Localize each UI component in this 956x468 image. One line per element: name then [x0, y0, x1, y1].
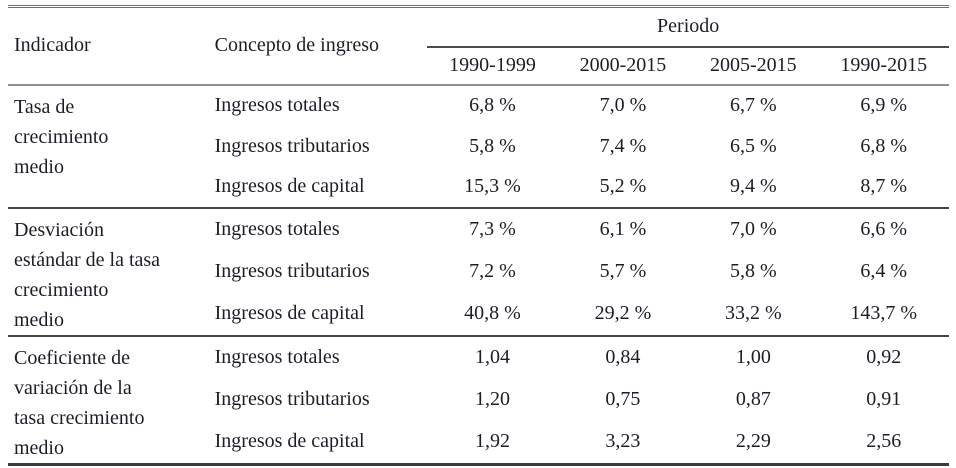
value-cell: 8,7 % — [860, 175, 908, 197]
group-coeficiente-variacion: Coeficiente de variación de la tasa crec… — [8, 335, 949, 465]
indicator-cell: Coeficiente de variación de la tasa crec… — [14, 346, 145, 459]
value-cell: 1,92 — [475, 430, 511, 453]
value-cell: 5,8 % — [729, 259, 777, 282]
value-cell: 15,3 % — [464, 175, 521, 197]
column-header-concepto: Concepto de ingreso — [214, 34, 380, 57]
value-cell: 5,7 % — [599, 259, 647, 282]
value-cell: 7,0 % — [599, 94, 647, 116]
value-cell: 5,8 % — [469, 134, 516, 157]
value-cell: 6,7 % — [729, 94, 777, 116]
value-cell: 5,2 % — [599, 175, 647, 197]
value-cell: 1,00 — [735, 345, 771, 368]
value-cell: 6,9 % — [860, 94, 908, 116]
value-cell: 2,29 — [735, 430, 771, 453]
value-cell: 0,75 — [605, 388, 641, 411]
concept-cell: Ingresos de capital — [214, 175, 365, 197]
table-row: Ingresos tributarios 1,20 0,75 0,87 0,91 — [8, 378, 949, 421]
table-row: Tasa de crecimiento medio Ingresos total… — [8, 85, 949, 178]
group-tasa-crecimiento-medio: Tasa de crecimiento medio Ingresos total… — [8, 84, 949, 208]
column-header-indicador: Indicador — [14, 34, 91, 57]
period-header-1990-2015: 1990-2015 — [840, 54, 928, 76]
value-cell: 0,92 — [866, 345, 902, 368]
table-row: Ingresos de capital 1,92 3,23 2,29 2,56 — [8, 421, 949, 464]
period-header-2005-2015: 2005-2015 — [709, 54, 797, 76]
value-cell: 7,4 % — [599, 134, 647, 157]
table-row: Ingresos de capital 40,8 % 29,2 % 33,2 %… — [8, 293, 949, 336]
concept-cell: Ingresos de capital — [214, 302, 365, 325]
indicator-cell: Tasa de crecimiento medio — [14, 95, 109, 178]
column-header-periodo: Periodo — [427, 6, 949, 48]
concept-cell: Ingresos tributarios — [214, 259, 370, 282]
value-cell: 7,3 % — [469, 217, 516, 240]
concept-cell: Ingresos de capital — [214, 430, 365, 453]
value-cell: 0,84 — [605, 345, 641, 368]
value-cell: 0,91 — [866, 388, 902, 411]
value-cell: 7,2 % — [469, 259, 516, 282]
concept-cell: Ingresos tributarios — [214, 388, 370, 411]
table-row: Ingresos tributarios 5,8 % 7,4 % 6,5 % 6… — [8, 126, 949, 167]
value-cell: 40,8 % — [464, 302, 521, 325]
table-row: Ingresos de capital 15,3 % 5,2 % 9,4 % 8… — [8, 167, 949, 208]
value-cell: 3,23 — [605, 430, 641, 453]
value-cell: 6,1 % — [599, 217, 647, 240]
value-cell: 6,5 % — [729, 134, 777, 157]
value-cell: 6,4 % — [860, 259, 908, 282]
period-header-1990-1999: 1990-1999 — [449, 54, 536, 76]
value-cell: 2,56 — [866, 430, 902, 453]
value-cell: 33,2 % — [724, 302, 782, 325]
period-header-2000-2015: 2000-2015 — [579, 54, 667, 76]
value-cell: 1,04 — [475, 345, 511, 368]
concept-cell: Ingresos totales — [214, 94, 340, 116]
value-cell: 6,8 % — [860, 134, 908, 157]
concept-cell: Ingresos totales — [214, 345, 340, 368]
indicator-cell: Desviación estándar de la tasa crecimien… — [14, 218, 161, 331]
value-cell: 6,6 % — [860, 217, 908, 240]
table-row: Coeficiente de variación de la tasa crec… — [8, 336, 949, 459]
value-cell: 0,87 — [735, 388, 771, 411]
concept-cell: Ingresos totales — [214, 217, 340, 240]
value-cell: 1,20 — [475, 388, 511, 411]
value-cell: 29,2 % — [594, 302, 652, 325]
income-statistics-table: Indicador Concepto de ingreso Periodo 19… — [8, 5, 949, 466]
value-cell: 6,8 % — [469, 94, 516, 116]
value-cell: 7,0 % — [729, 217, 777, 240]
value-cell: 9,4 % — [729, 175, 777, 197]
table-row: Desviación estándar de la tasa crecimien… — [8, 208, 949, 331]
table-row: Ingresos tributarios 7,2 % 5,7 % 5,8 % 6… — [8, 250, 949, 293]
concept-cell: Ingresos tributarios — [214, 134, 370, 157]
group-desviacion-estandar: Desviación estándar de la tasa crecimien… — [8, 207, 949, 336]
value-cell: 143,7 % — [850, 302, 918, 325]
table-header: Indicador Concepto de ingreso Periodo 19… — [8, 6, 949, 85]
